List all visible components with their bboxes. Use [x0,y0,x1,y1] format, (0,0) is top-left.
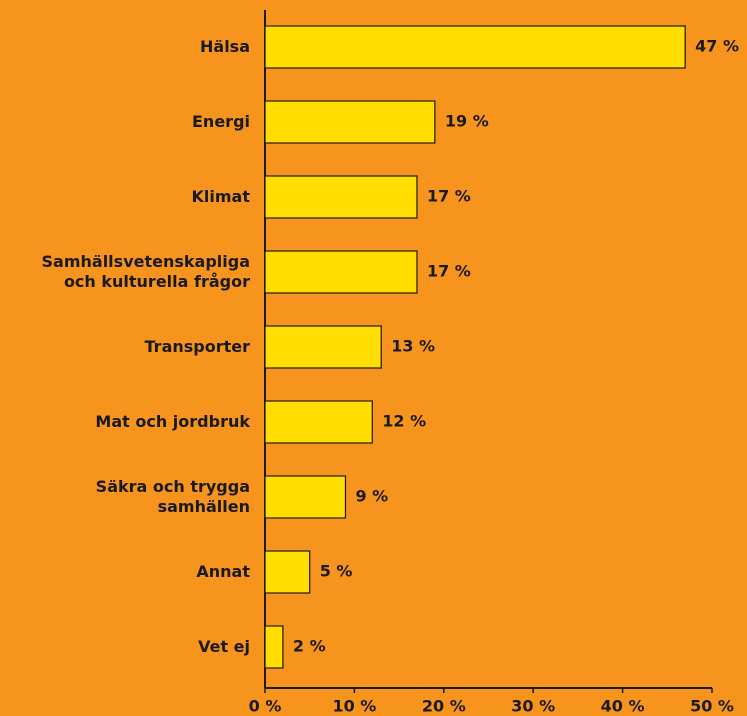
value-label: 17 % [427,262,471,281]
category-label: Samhällsvetenskapliga och kulturella frå… [41,252,250,291]
bar [264,175,418,219]
bar [264,400,373,444]
category-label: Transporter [144,337,250,356]
value-label: 5 % [320,562,353,581]
bar [264,25,686,69]
value-label: 2 % [293,637,326,656]
x-tick-label: 50 % [690,697,734,716]
bar [264,550,311,594]
category-label: Annat [196,562,250,581]
value-label: 12 % [382,412,426,431]
x-tick-label: 30 % [511,697,555,716]
category-label: Hälsa [200,37,250,56]
x-tick-label: 20 % [422,697,466,716]
bar [264,475,347,519]
bar [264,250,418,294]
category-label: Energi [192,112,250,131]
bar [264,100,436,144]
category-label: Säkra och trygga samhällen [95,477,250,516]
value-label: 47 % [695,37,739,56]
value-label: 9 % [355,487,388,506]
value-label: 17 % [427,187,471,206]
bar [264,625,284,669]
bar [264,325,382,369]
x-tick-label: 0 % [249,697,282,716]
category-label: Mat och jordbruk [95,412,250,431]
x-tick-label: 40 % [601,697,645,716]
category-label: Klimat [191,187,250,206]
category-label: Vet ej [198,637,250,656]
x-tick-label: 10 % [332,697,376,716]
value-label: 19 % [445,112,489,131]
value-label: 13 % [391,337,435,356]
